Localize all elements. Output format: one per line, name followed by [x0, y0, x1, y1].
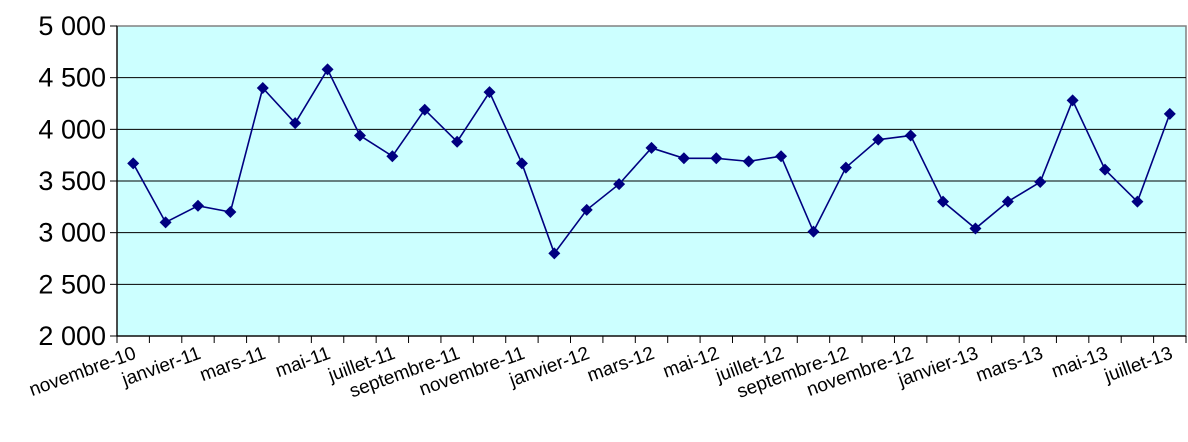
y-tick-label: 4 500 — [38, 63, 106, 93]
series-layer — [127, 63, 1176, 260]
data-point — [191, 199, 204, 212]
data-point — [1001, 195, 1014, 208]
x-tick-label: mai-11 — [273, 343, 333, 382]
x-tick-label: mars-11 — [197, 343, 268, 386]
data-point — [872, 133, 885, 146]
x-tick-label: mars-13 — [973, 343, 1046, 387]
data-point — [1099, 163, 1112, 176]
x-tick-label: mars-12 — [585, 343, 658, 387]
data-point — [353, 129, 366, 142]
data-point — [839, 161, 852, 174]
x-tick-label: mai-13 — [1049, 343, 1111, 383]
data-point — [159, 216, 172, 229]
y-tick-label: 2 500 — [38, 269, 106, 299]
y-tick-label: 3 000 — [38, 218, 106, 248]
data-point — [1034, 176, 1047, 189]
x-tick-label: juillet-13 — [1101, 343, 1176, 387]
data-point — [742, 155, 755, 168]
data-point — [256, 82, 269, 94]
data-point — [775, 150, 788, 163]
data-point — [289, 117, 302, 130]
y-tick-label: 5 000 — [38, 11, 106, 41]
x-tick-label: mai-12 — [660, 343, 722, 383]
data-point — [321, 63, 334, 76]
data-point — [451, 135, 464, 148]
data-point — [645, 141, 658, 154]
data-point — [224, 206, 237, 218]
data-point — [515, 157, 528, 170]
data-point — [807, 225, 820, 238]
gridlines — [117, 77, 1186, 285]
data-point — [613, 178, 626, 191]
data-point — [483, 86, 496, 99]
data-point — [548, 247, 561, 260]
data-point — [937, 195, 950, 208]
data-point — [580, 203, 593, 216]
data-point — [710, 152, 723, 165]
data-point — [904, 129, 917, 142]
data-point — [386, 150, 399, 163]
data-point — [969, 222, 982, 235]
data-point — [1131, 195, 1144, 208]
y-axis: 2 000 2 500 3 000 3 500 4 000 4 500 5 000 — [38, 11, 118, 351]
data-point — [1163, 107, 1176, 120]
data-point — [677, 152, 690, 165]
data-point — [127, 157, 140, 170]
y-tick-label: 3 500 — [38, 166, 106, 196]
y-tick-label: 2 000 — [38, 321, 106, 351]
data-point — [1066, 94, 1079, 107]
y-tick-label: 4 000 — [38, 114, 106, 144]
data-point — [418, 103, 431, 116]
